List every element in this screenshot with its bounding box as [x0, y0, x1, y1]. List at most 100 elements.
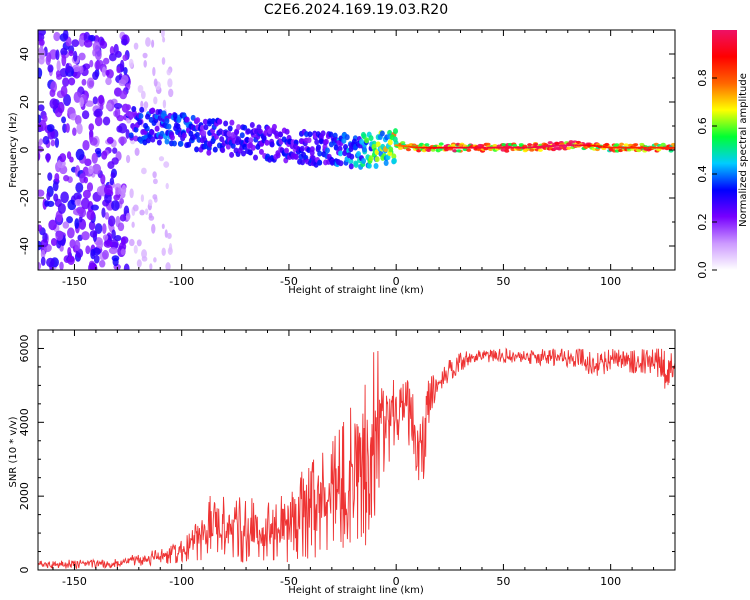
spectral-ridge-cell — [529, 148, 535, 152]
spectral-blob — [88, 80, 94, 88]
spectral-ridge-cell — [242, 143, 248, 150]
spectral-blob — [94, 60, 101, 71]
spectral-blob — [166, 232, 172, 240]
spectral-blob — [55, 70, 61, 78]
spectral-blob — [125, 154, 131, 164]
spectral-blob — [88, 220, 96, 231]
spectral-ridge-cell — [387, 139, 393, 146]
spectral-blob — [152, 171, 157, 179]
spectral-blob — [162, 99, 167, 109]
spectral-blob — [55, 230, 64, 241]
spectral-ridge-cell — [623, 143, 629, 147]
spectral-ridge-cell — [258, 148, 264, 155]
spectral-ridge-cell — [670, 142, 675, 147]
spectral-blob — [81, 231, 90, 241]
spectral-ridge-cell — [318, 138, 324, 145]
spectral-blob — [136, 239, 142, 247]
spectral-ridge-cell — [317, 150, 323, 157]
spectral-ridge-cell — [164, 138, 170, 145]
spectral-ridge-cell — [186, 141, 192, 148]
spectral-blob — [121, 237, 126, 246]
spectral-blob — [92, 41, 101, 52]
spectral-ridge-cell — [256, 124, 262, 131]
spectral-blob — [142, 52, 148, 59]
spectral-ridge-cell — [329, 159, 335, 166]
spectral-blob — [166, 68, 172, 76]
spectral-blob — [90, 248, 96, 260]
spectral-blob — [82, 189, 91, 199]
spectral-blob — [113, 194, 121, 201]
spectral-ridge-cell — [181, 132, 187, 139]
spectral-ridge-cell — [576, 140, 582, 145]
spectral-blob — [151, 223, 156, 234]
spectral-blob — [47, 64, 54, 73]
spectral-blob — [137, 84, 144, 93]
spectral-blob — [92, 96, 98, 105]
spectral-blob — [93, 110, 101, 117]
x-tick-label: 100 — [600, 275, 621, 288]
spectral-blob — [74, 198, 83, 207]
spectral-blob — [161, 30, 165, 38]
spectral-blob — [46, 191, 51, 201]
spectral-blob — [67, 227, 75, 239]
spectral-ridge-cell — [195, 117, 201, 124]
spectral-blob — [69, 156, 74, 163]
spectral-blob — [113, 102, 123, 110]
spectral-ridge-cell — [249, 121, 255, 128]
spectral-blob — [68, 50, 74, 57]
spectral-blob — [117, 222, 125, 232]
spectral-blob — [141, 256, 148, 262]
spectral-blob — [168, 88, 174, 98]
spectral-blob — [38, 56, 45, 65]
spectral-blob — [63, 174, 70, 182]
spectral-blob — [57, 203, 66, 214]
spectral-blob — [38, 146, 44, 153]
spectral-blob — [53, 31, 61, 42]
spectral-blob — [102, 234, 109, 241]
spectral-blob — [46, 257, 55, 268]
spectral-blob — [42, 114, 48, 123]
spectral-ridge-cell — [636, 148, 642, 153]
spectral-blob — [67, 255, 75, 266]
spectral-ridge-cell — [656, 148, 662, 152]
y-tick-label: -40 — [18, 237, 31, 255]
spectral-blob — [76, 206, 85, 215]
spectral-blob — [86, 209, 95, 221]
spectral-blob — [103, 239, 113, 248]
spectral-ridge-cell — [375, 141, 381, 148]
spectral-blob — [38, 189, 45, 197]
spectral-blob — [54, 137, 60, 148]
spectral-ridge-cell — [466, 148, 472, 152]
spectral-blob — [94, 116, 103, 127]
spectral-ridge-cell — [501, 143, 507, 147]
spectral-ridge-cell — [264, 139, 270, 146]
spectral-blob — [123, 67, 128, 75]
spectral-blob — [125, 128, 130, 139]
spectral-ridge-cell — [374, 156, 380, 163]
spectral-ridge-cell — [220, 147, 226, 154]
spectral-blob — [102, 57, 110, 65]
spectral-blob — [119, 90, 128, 100]
spectral-blob — [153, 96, 158, 105]
spectral-ridge-cell — [443, 148, 449, 152]
spectral-ridge-cell — [239, 132, 245, 139]
spectral-blob — [85, 245, 91, 255]
spectral-blob — [65, 123, 70, 133]
spectral-blob — [122, 54, 128, 62]
spectral-blob — [60, 85, 68, 97]
spectral-blob — [92, 71, 99, 80]
spectral-ridge-cell — [154, 125, 160, 132]
spectral-blob — [79, 96, 85, 108]
spectral-blob — [144, 208, 149, 216]
spectral-ridge-cell — [353, 160, 359, 167]
spectral-ridge-cell — [269, 141, 275, 148]
spectral-ridge-cell — [309, 149, 315, 156]
spectral-ridge-cell — [368, 155, 374, 162]
spectral-ridge-cell — [341, 137, 347, 144]
spectral-ridge-cell — [175, 123, 181, 130]
spectral-ridge-cell — [169, 134, 175, 141]
spectral-blob — [112, 147, 118, 154]
spectral-blob — [116, 66, 122, 74]
spectral-ridge-cell — [194, 146, 200, 153]
spectral-blob — [131, 221, 135, 228]
